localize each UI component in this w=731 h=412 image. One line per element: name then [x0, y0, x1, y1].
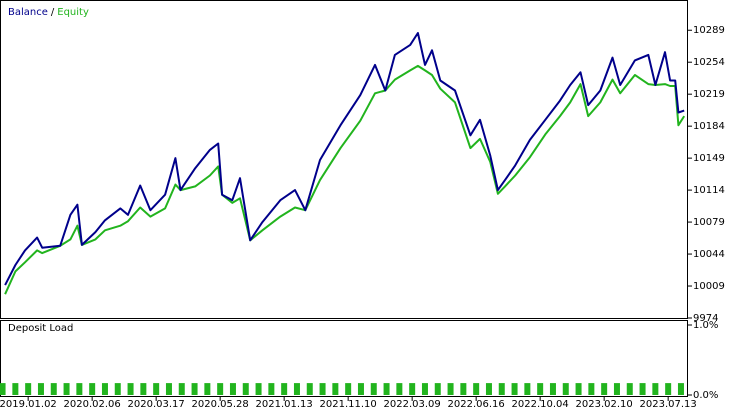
load-bar	[434, 383, 441, 395]
x-tick-label: 2021.11.10	[320, 399, 377, 410]
x-tick-label: 2023.07.13	[640, 399, 697, 410]
y-tick-label: 9974	[693, 313, 718, 324]
y-tick-label: 10009	[693, 281, 725, 292]
load-bar	[473, 383, 480, 395]
load-bar	[89, 383, 96, 395]
load-bar	[370, 383, 377, 395]
load-bar	[498, 383, 505, 395]
load-bar	[255, 383, 262, 395]
load-bar	[396, 383, 403, 395]
y-tick-label: 10184	[693, 121, 725, 132]
load-bar	[588, 383, 595, 395]
load-bar	[0, 383, 6, 395]
load-bar	[114, 383, 121, 395]
x-tick-label: 2020.05.28	[192, 399, 249, 410]
y-tick-label: 10219	[693, 89, 725, 100]
y-tick-label: 1.0%	[693, 320, 718, 331]
load-bar	[140, 383, 147, 395]
load-bar	[549, 383, 556, 395]
load-bar	[537, 383, 544, 395]
load-bar	[421, 383, 428, 395]
load-bar	[460, 383, 467, 395]
load-bar	[562, 383, 569, 395]
y-tick-label: 10044	[693, 249, 725, 260]
load-bar	[409, 383, 416, 395]
x-tick-label: 2020.03.17	[128, 399, 185, 410]
load-bar	[613, 383, 620, 395]
load-bar	[575, 383, 582, 395]
load-bar	[601, 383, 608, 395]
load-bar	[229, 383, 236, 395]
panel-title: Deposit Load	[8, 323, 73, 334]
load-bar	[639, 383, 646, 395]
load-bar	[63, 383, 70, 395]
legend-entry: Equity	[57, 7, 89, 18]
load-bar	[25, 383, 32, 395]
x-tick-label: 2022.06.16	[448, 399, 505, 410]
load-bar	[281, 383, 288, 395]
load-bar	[447, 383, 454, 395]
legend-entry: Balance	[8, 7, 48, 18]
load-bar	[268, 383, 275, 395]
load-bar	[524, 383, 531, 395]
load-bar	[178, 383, 185, 395]
x-tick-label: 2023.02.10	[576, 399, 633, 410]
load-bar	[293, 383, 300, 395]
load-bar	[383, 383, 390, 395]
legend: Balance / Equity	[8, 7, 89, 18]
load-bar	[217, 383, 224, 395]
load-bar	[511, 383, 518, 395]
y-tick-label: 10149	[693, 153, 725, 164]
load-bar	[677, 383, 684, 395]
y-tick-label: 10289	[693, 25, 725, 36]
load-bar	[485, 383, 492, 395]
x-tick-label: 2022.10.04	[512, 399, 569, 410]
y-tick-label: 10254	[693, 57, 725, 68]
load-bar	[306, 383, 313, 395]
load-bar	[50, 383, 57, 395]
load-bar	[332, 383, 339, 395]
load-bar	[345, 383, 352, 395]
x-tick-label: 2019.01.02	[0, 399, 57, 410]
load-bar	[652, 383, 659, 395]
load-bar	[626, 383, 633, 395]
load-bar	[101, 383, 108, 395]
y-tick-label: 10114	[693, 185, 725, 196]
load-bar	[242, 383, 249, 395]
load-bar	[665, 383, 672, 395]
load-bar	[153, 383, 160, 395]
series-line	[4, 64, 686, 295]
x-tick-label: 2022.03.09	[384, 399, 441, 410]
main-panel	[0, 0, 688, 319]
y-tick-label: 10079	[693, 217, 725, 228]
load-bar	[319, 383, 326, 395]
load-bar	[204, 383, 211, 395]
load-bar	[127, 383, 134, 395]
load-bar	[165, 383, 172, 395]
load-bar	[357, 383, 364, 395]
x-tick-label: 2020.02.06	[64, 399, 121, 410]
load-bar	[37, 383, 44, 395]
y-tick-label: 0.0%	[693, 390, 718, 401]
series-line	[4, 32, 685, 286]
load-bar	[12, 383, 19, 395]
load-bar	[76, 383, 83, 395]
x-tick-label: 2021.01.13	[256, 399, 313, 410]
legend-separator: /	[51, 7, 55, 18]
load-bar	[191, 383, 198, 395]
